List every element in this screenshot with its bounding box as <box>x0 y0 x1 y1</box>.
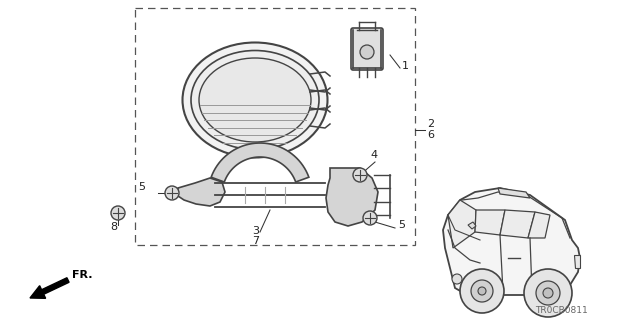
Bar <box>135 8 415 245</box>
Polygon shape <box>498 188 530 198</box>
Polygon shape <box>574 255 580 268</box>
Text: 4: 4 <box>370 150 377 160</box>
Ellipse shape <box>191 51 319 149</box>
Circle shape <box>478 287 486 295</box>
Circle shape <box>363 211 377 225</box>
Polygon shape <box>448 200 476 248</box>
Circle shape <box>536 281 560 305</box>
Circle shape <box>111 206 125 220</box>
Circle shape <box>360 45 374 59</box>
Text: 1: 1 <box>402 61 409 71</box>
Polygon shape <box>211 143 309 182</box>
Polygon shape <box>468 222 476 229</box>
Polygon shape <box>475 210 505 235</box>
Ellipse shape <box>182 43 328 157</box>
Polygon shape <box>178 178 225 206</box>
Circle shape <box>165 186 179 200</box>
Text: 8: 8 <box>110 222 117 232</box>
Polygon shape <box>500 210 535 238</box>
Circle shape <box>353 168 367 182</box>
Polygon shape <box>443 188 580 295</box>
Circle shape <box>460 269 504 313</box>
Polygon shape <box>528 212 550 238</box>
Text: FR.: FR. <box>72 270 93 280</box>
Text: TR0CB0811: TR0CB0811 <box>535 306 588 315</box>
FancyBboxPatch shape <box>351 28 383 70</box>
Circle shape <box>471 280 493 302</box>
Ellipse shape <box>199 58 311 142</box>
Circle shape <box>452 274 462 284</box>
Text: 6: 6 <box>427 130 434 140</box>
Text: 3: 3 <box>252 226 259 236</box>
Text: 2: 2 <box>427 119 434 129</box>
Circle shape <box>524 269 572 317</box>
Circle shape <box>543 288 553 298</box>
Polygon shape <box>326 168 378 226</box>
Text: 5: 5 <box>398 220 405 230</box>
FancyArrow shape <box>30 278 69 298</box>
Text: 5: 5 <box>138 182 145 192</box>
Text: 7: 7 <box>252 236 259 246</box>
